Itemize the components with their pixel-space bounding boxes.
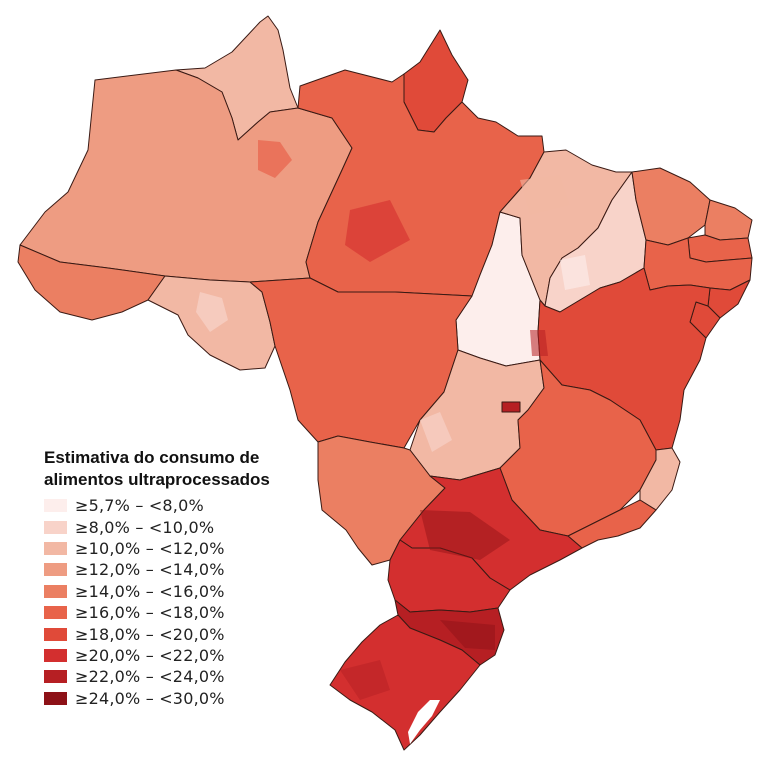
legend-label: ≥5,7% – <8,0% — [75, 496, 204, 516]
state-rs — [329, 614, 481, 751]
legend-title: Estimativa do consumo de alimentos ultra… — [44, 447, 314, 491]
legend-list: ≥5,7% – <8,0% ≥8,0% – <10,0% ≥10,0% – <1… — [44, 495, 314, 709]
legend-swatch — [44, 541, 67, 555]
legend-label: ≥8,0% – <10,0% — [75, 517, 215, 537]
legend-label: ≥20,0% – <22,0% — [75, 645, 225, 665]
state-rn — [704, 199, 753, 241]
legend-swatch — [44, 627, 67, 641]
legend-title-line1: Estimativa do consumo de — [44, 448, 260, 467]
legend-swatch — [44, 584, 67, 598]
legend-swatch — [44, 499, 67, 513]
legend-label: ≥14,0% – <16,0% — [75, 581, 225, 601]
map-legend: Estimativa do consumo de alimentos ultra… — [44, 447, 314, 709]
legend-swatch — [44, 691, 67, 705]
legend-item: ≥24,0% – <30,0% — [44, 688, 314, 709]
legend-item: ≥18,0% – <20,0% — [44, 623, 314, 644]
legend-label: ≥10,0% – <12,0% — [75, 538, 225, 558]
municipality-texture — [196, 140, 590, 744]
legend-title-line2: alimentos ultraprocessados — [44, 470, 270, 489]
legend-label: ≥18,0% – <20,0% — [75, 624, 225, 644]
legend-item: ≥5,7% – <8,0% — [44, 495, 314, 516]
legend-swatch — [44, 648, 67, 662]
state-ac — [17, 244, 166, 321]
legend-item: ≥12,0% – <14,0% — [44, 559, 314, 580]
state-df — [501, 401, 521, 413]
state-sp — [399, 467, 583, 591]
legend-label: ≥12,0% – <14,0% — [75, 560, 225, 580]
legend-item: ≥20,0% – <22,0% — [44, 645, 314, 666]
legend-item: ≥10,0% – <12,0% — [44, 538, 314, 559]
legend-label: ≥16,0% – <18,0% — [75, 603, 225, 623]
legend-swatch — [44, 670, 67, 684]
legend-swatch — [44, 520, 67, 534]
legend-item: ≥16,0% – <18,0% — [44, 602, 314, 623]
legend-swatch — [44, 563, 67, 577]
legend-label: ≥24,0% – <30,0% — [75, 688, 225, 708]
state-ce — [631, 167, 711, 246]
legend-item: ≥22,0% – <24,0% — [44, 666, 314, 687]
legend-item: ≥8,0% – <10,0% — [44, 516, 314, 537]
legend-swatch — [44, 606, 67, 620]
legend-label: ≥22,0% – <24,0% — [75, 667, 225, 687]
legend-item: ≥14,0% – <16,0% — [44, 581, 314, 602]
